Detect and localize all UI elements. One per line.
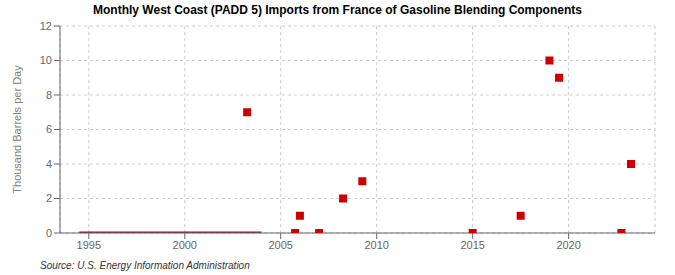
- svg-text:2: 2: [46, 192, 52, 204]
- svg-text:2005: 2005: [268, 239, 292, 251]
- svg-text:2020: 2020: [556, 239, 580, 251]
- svg-text:2000: 2000: [173, 239, 197, 251]
- svg-text:10: 10: [40, 54, 52, 66]
- svg-text:1995: 1995: [77, 239, 101, 251]
- svg-text:Thousand Barrels per Day: Thousand Barrels per Day: [11, 65, 23, 194]
- svg-text:12: 12: [40, 20, 52, 32]
- html-text:Source: U.S. Energy Informatio: Source: U.S. Energy Information Administ…: [40, 260, 250, 271]
- svg-text:6: 6: [46, 123, 52, 135]
- svg-text:0: 0: [46, 227, 52, 239]
- html-text:Monthly West Coast (PADD 5) Im: Monthly West Coast (PADD 5) Imports from…: [93, 3, 582, 17]
- svg-text:4: 4: [46, 158, 52, 170]
- svg-text:2015: 2015: [460, 239, 484, 251]
- svg-text:2010: 2010: [364, 239, 388, 251]
- svg-text:8: 8: [46, 89, 52, 101]
